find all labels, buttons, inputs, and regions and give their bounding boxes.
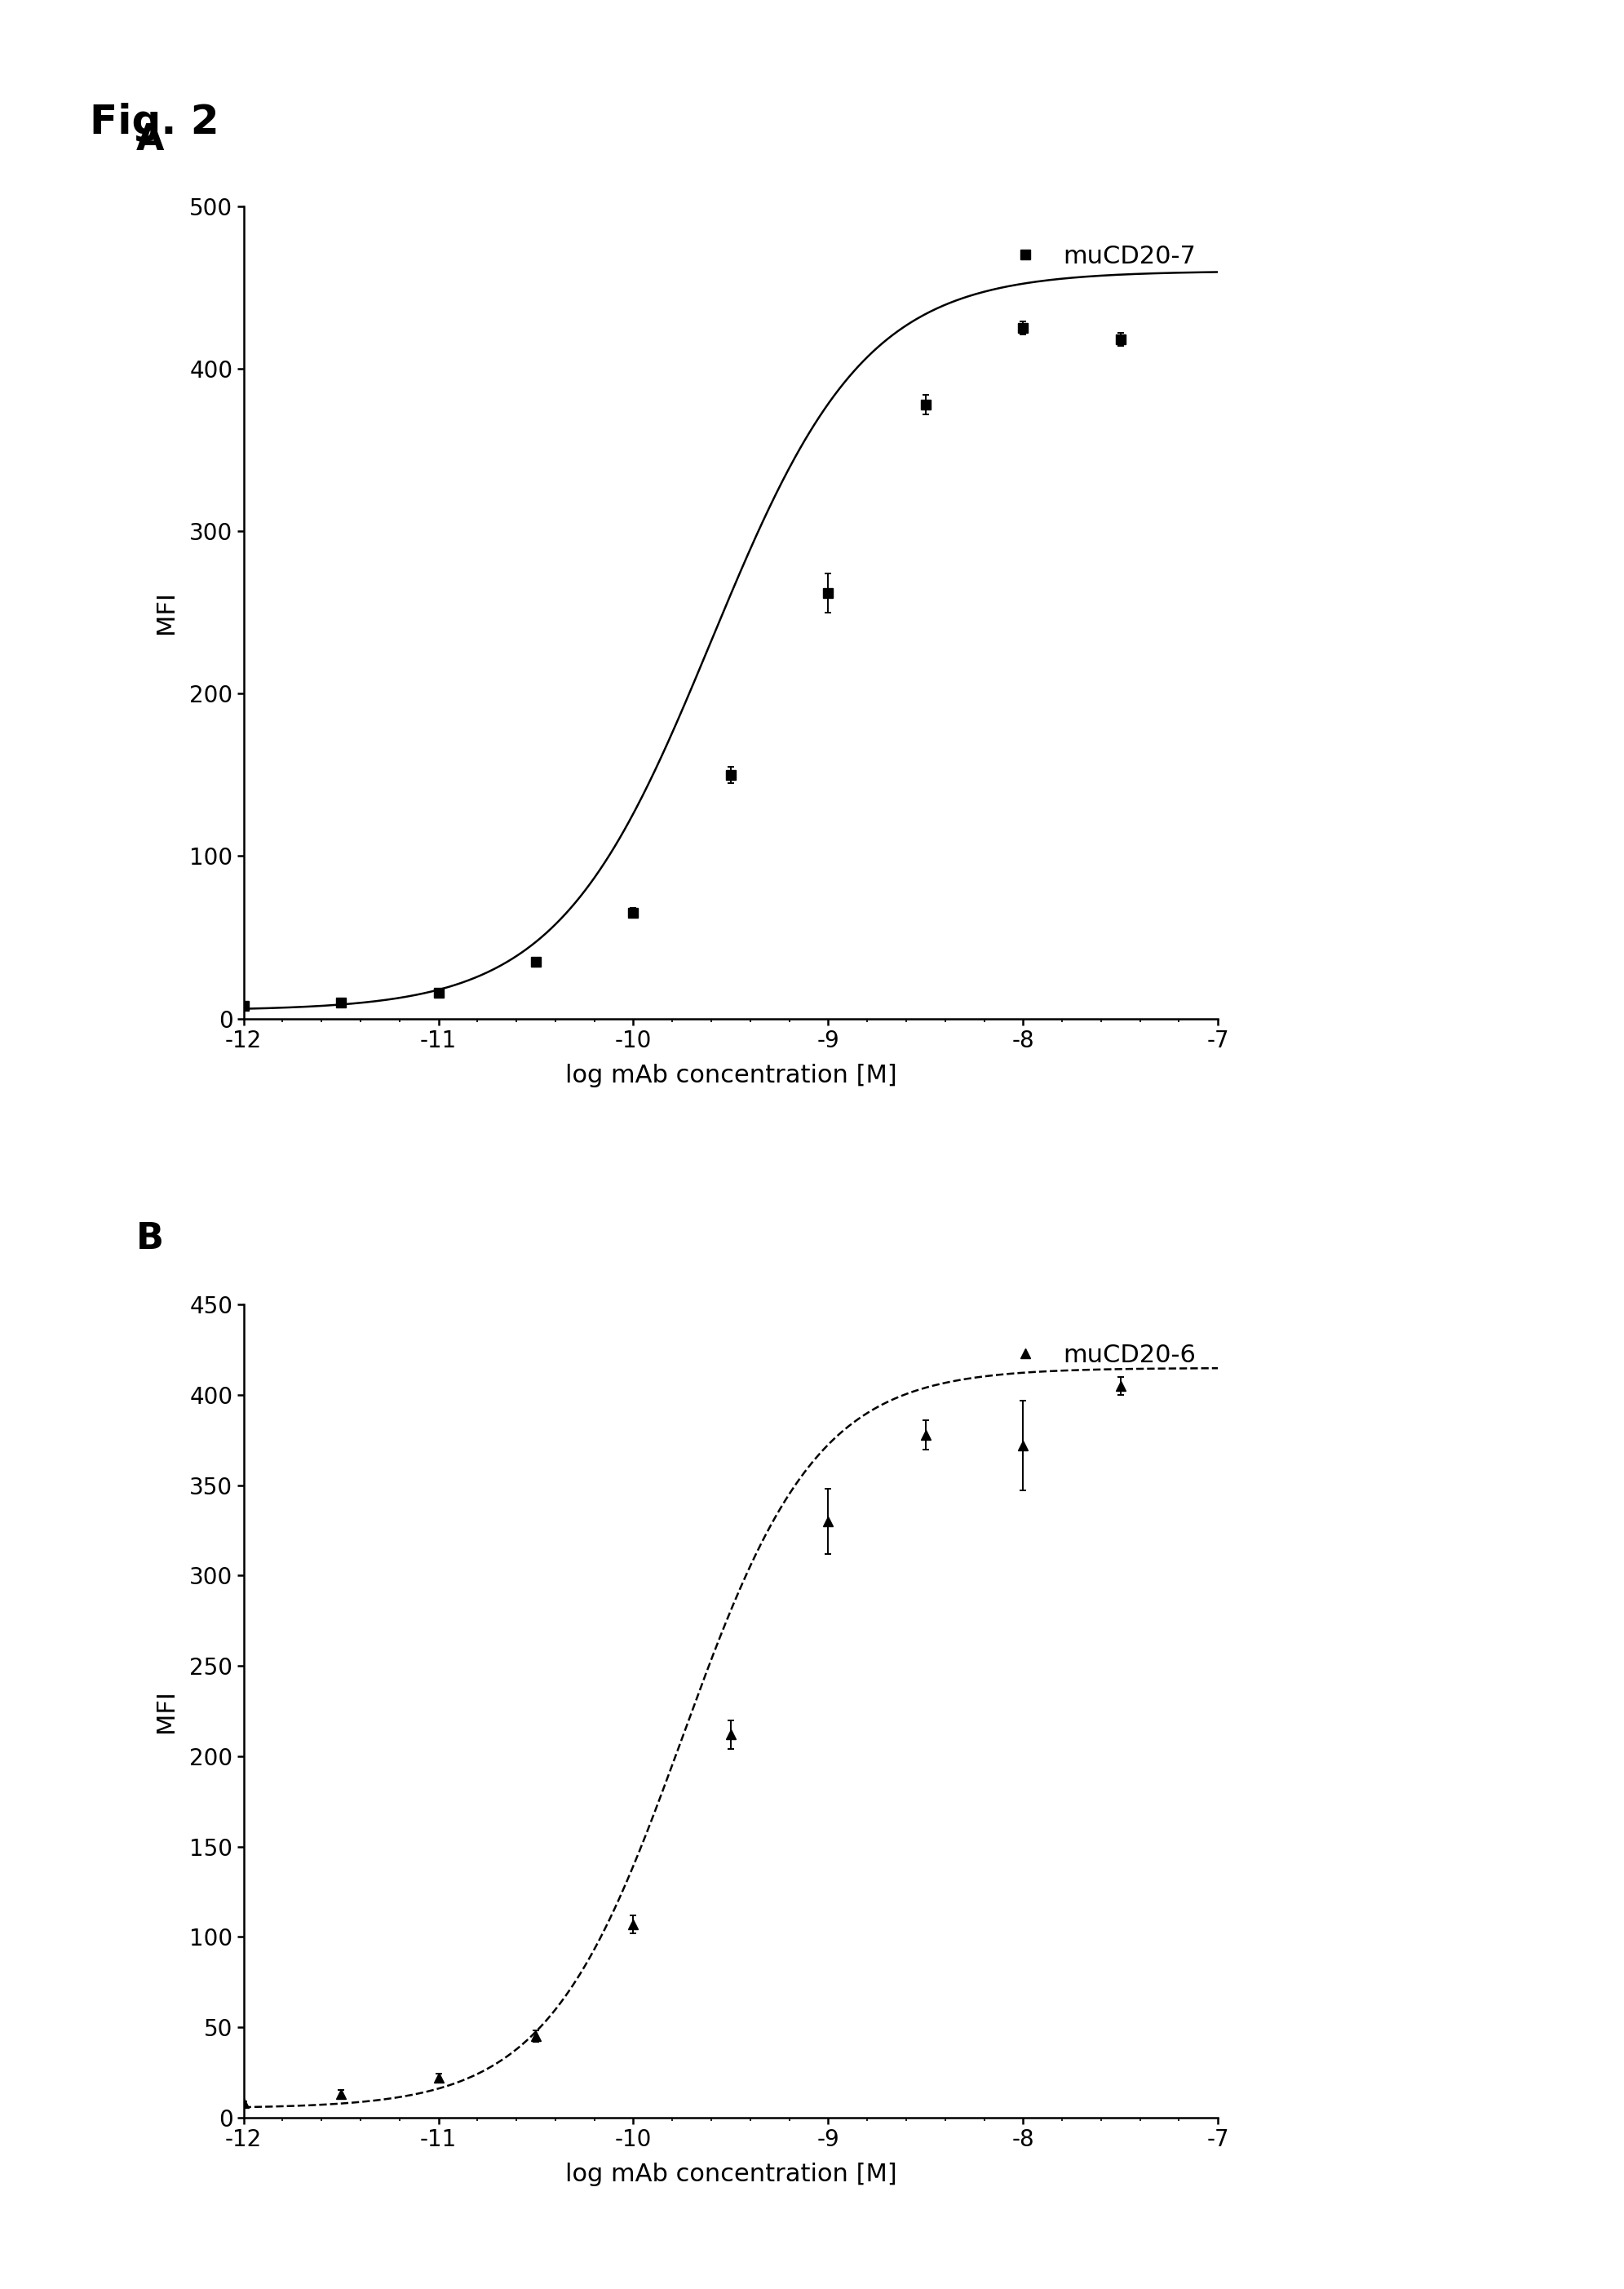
Legend: muCD20-6: muCD20-6: [991, 1334, 1205, 1378]
Legend: muCD20-7: muCD20-7: [991, 236, 1205, 279]
Text: A: A: [136, 121, 164, 158]
Text: Fig. 2: Fig. 2: [89, 103, 219, 142]
X-axis label: log mAb concentration [M]: log mAb concentration [M]: [565, 1064, 896, 1087]
Text: B: B: [136, 1220, 164, 1257]
Y-axis label: MFI: MFI: [154, 1689, 179, 1733]
X-axis label: log mAb concentration [M]: log mAb concentration [M]: [565, 2163, 896, 2186]
Y-axis label: MFI: MFI: [154, 591, 179, 634]
